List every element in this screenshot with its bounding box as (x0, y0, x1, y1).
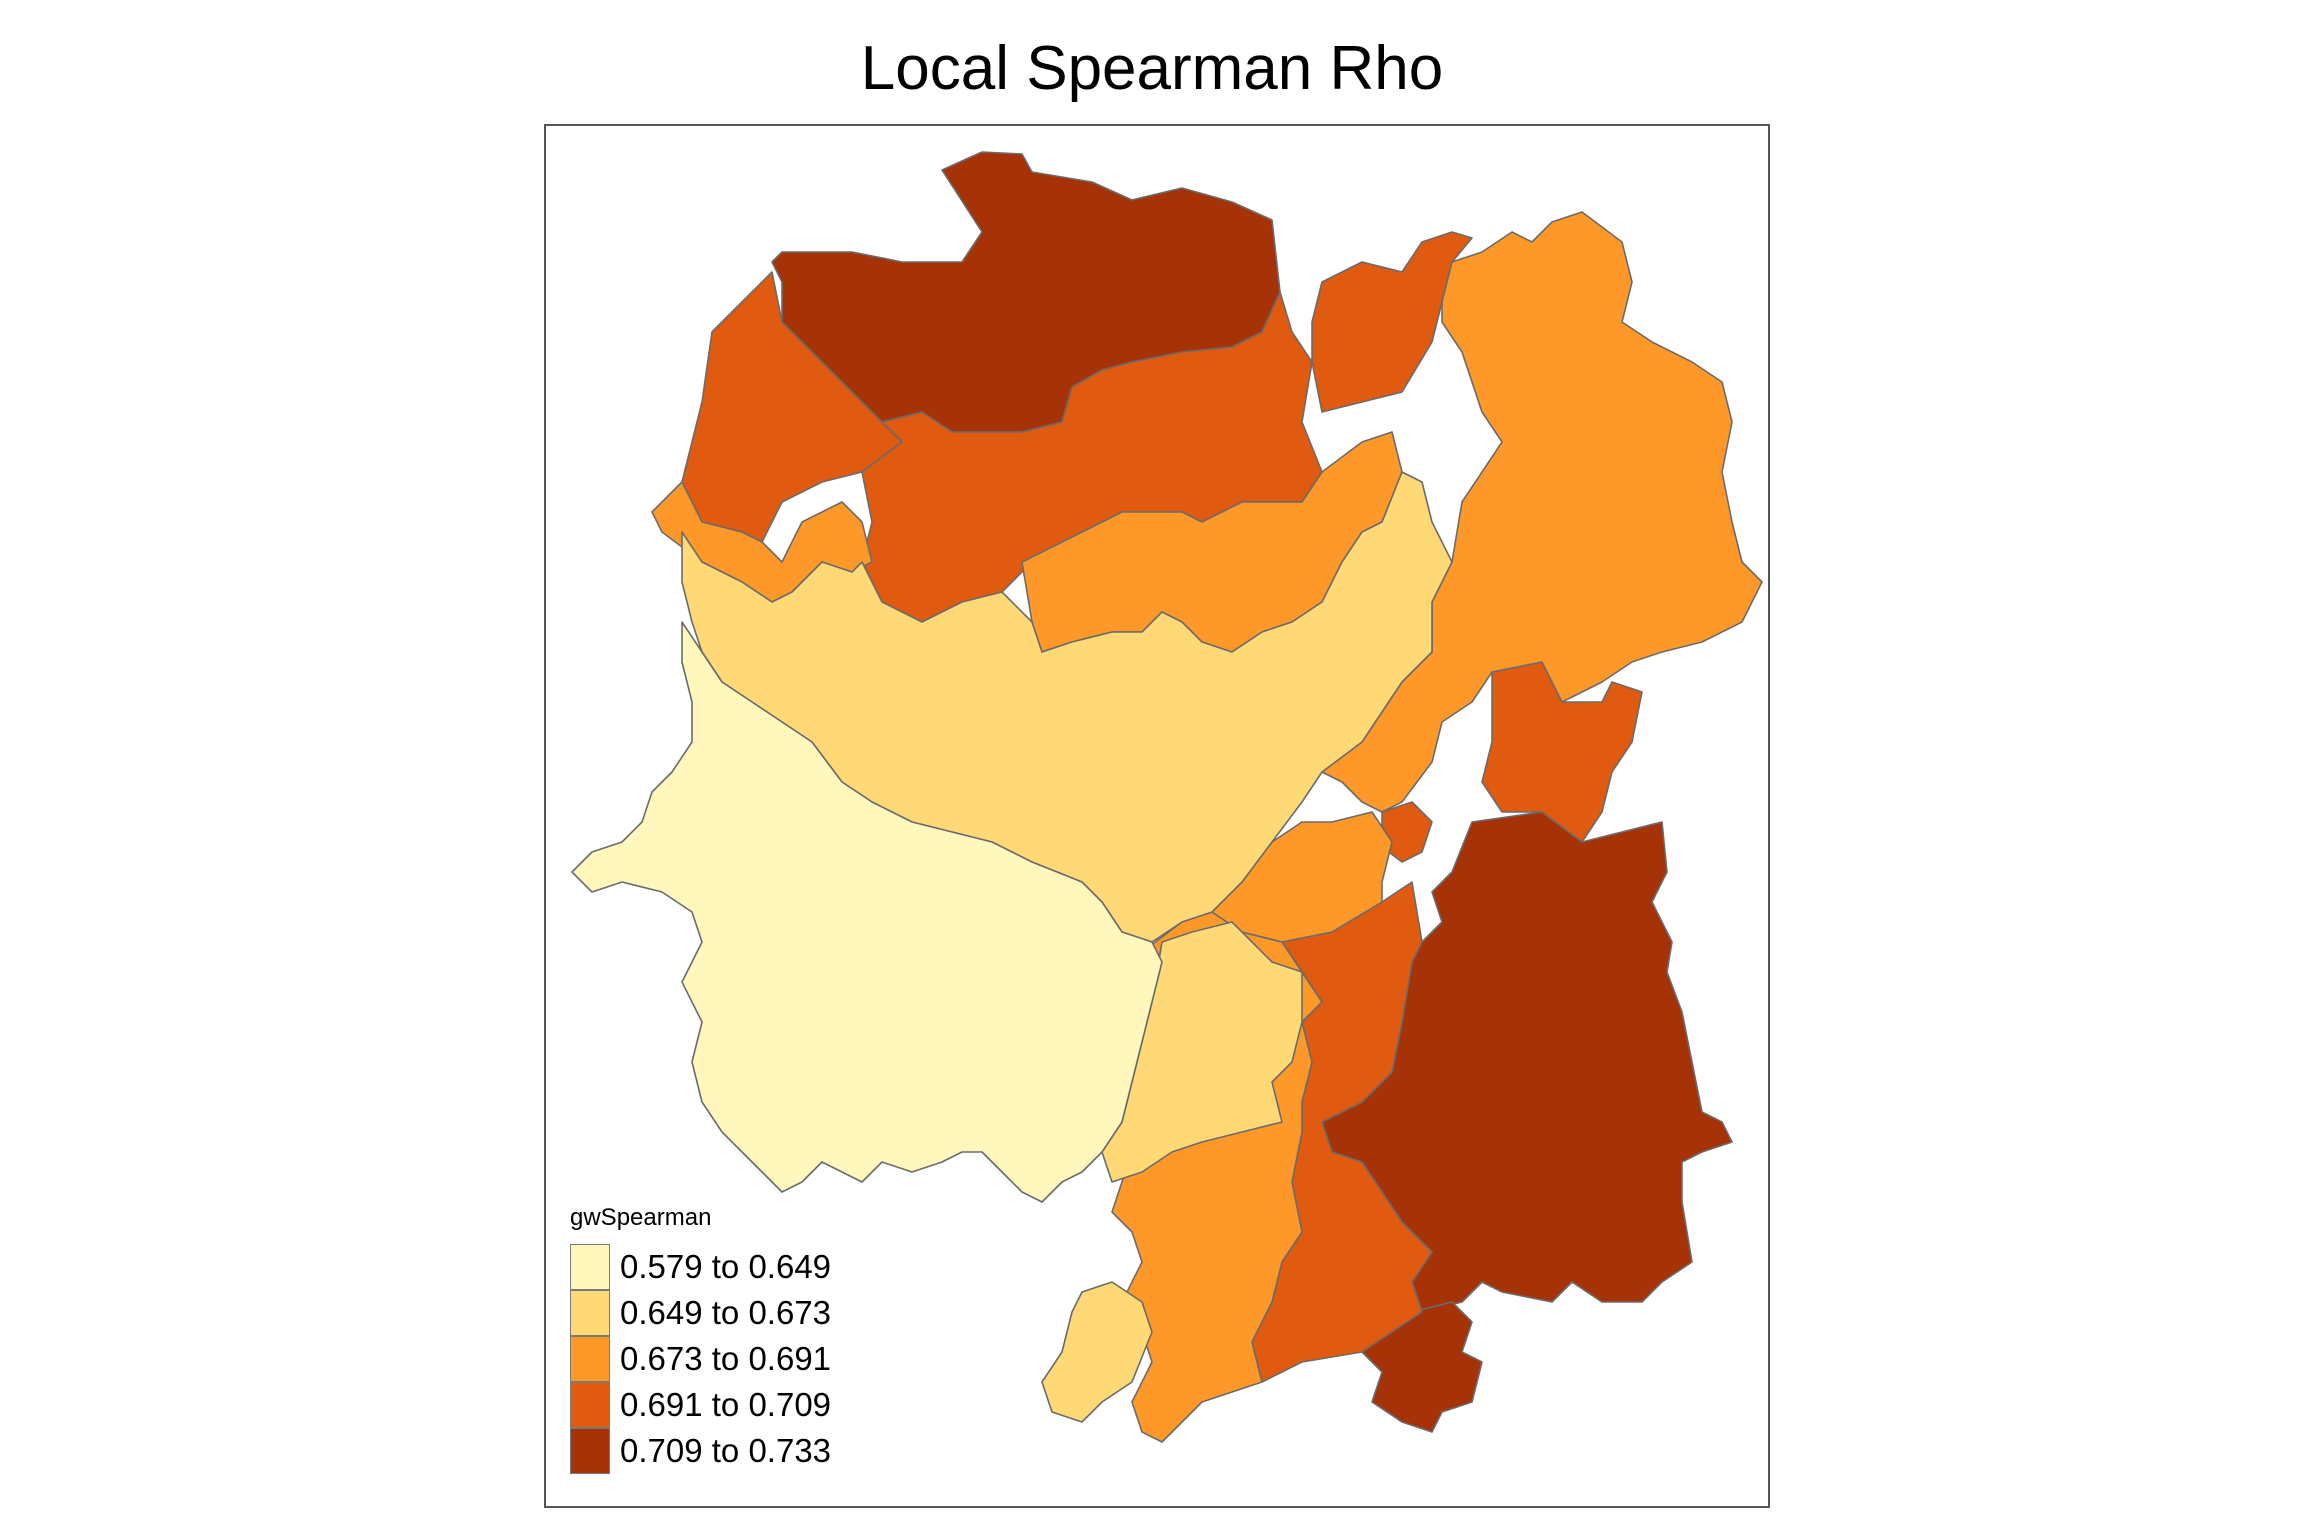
region-west-large (571, 621, 1163, 1203)
map-frame: gwSpearman 0.579 to 0.649 0.649 to 0.673… (544, 124, 1770, 1508)
regions-class-2 (681, 471, 1453, 1423)
legend-label: 0.673 to 0.691 (620, 1340, 832, 1377)
legend-item: 0.673 to 0.691 (570, 1336, 831, 1382)
legend-item: 0.709 to 0.733 (570, 1428, 831, 1474)
legend-swatch (570, 1290, 610, 1336)
region-far-south-west (1041, 1281, 1153, 1423)
region-northeast-large (1321, 211, 1763, 813)
legend-title: gwSpearman (570, 1204, 712, 1231)
regions-class-5 (771, 151, 1733, 1433)
legend-swatch (570, 1336, 610, 1382)
legend-label: 0.649 to 0.673 (620, 1294, 832, 1331)
legend-label: 0.709 to 0.733 (620, 1432, 832, 1469)
legend-label: 0.579 to 0.649 (620, 1248, 832, 1285)
choropleth-map (571, 151, 1763, 1443)
legend-swatch (570, 1428, 610, 1474)
regions-class-1 (571, 621, 1163, 1203)
legend-label: 0.691 to 0.709 (620, 1386, 832, 1423)
legend-swatch (570, 1382, 610, 1428)
legend-swatch (570, 1244, 610, 1290)
legend-item: 0.649 to 0.673 (570, 1290, 831, 1336)
legend-item: 0.579 to 0.649 (570, 1244, 831, 1290)
legend: gwSpearman 0.579 to 0.649 0.649 to 0.673… (570, 1204, 831, 1474)
map-title: Local Spearman Rho (860, 34, 1444, 103)
region-east-strip (1481, 661, 1643, 843)
legend-item: 0.691 to 0.709 (570, 1382, 831, 1428)
region-southeast-b (1361, 1301, 1483, 1433)
